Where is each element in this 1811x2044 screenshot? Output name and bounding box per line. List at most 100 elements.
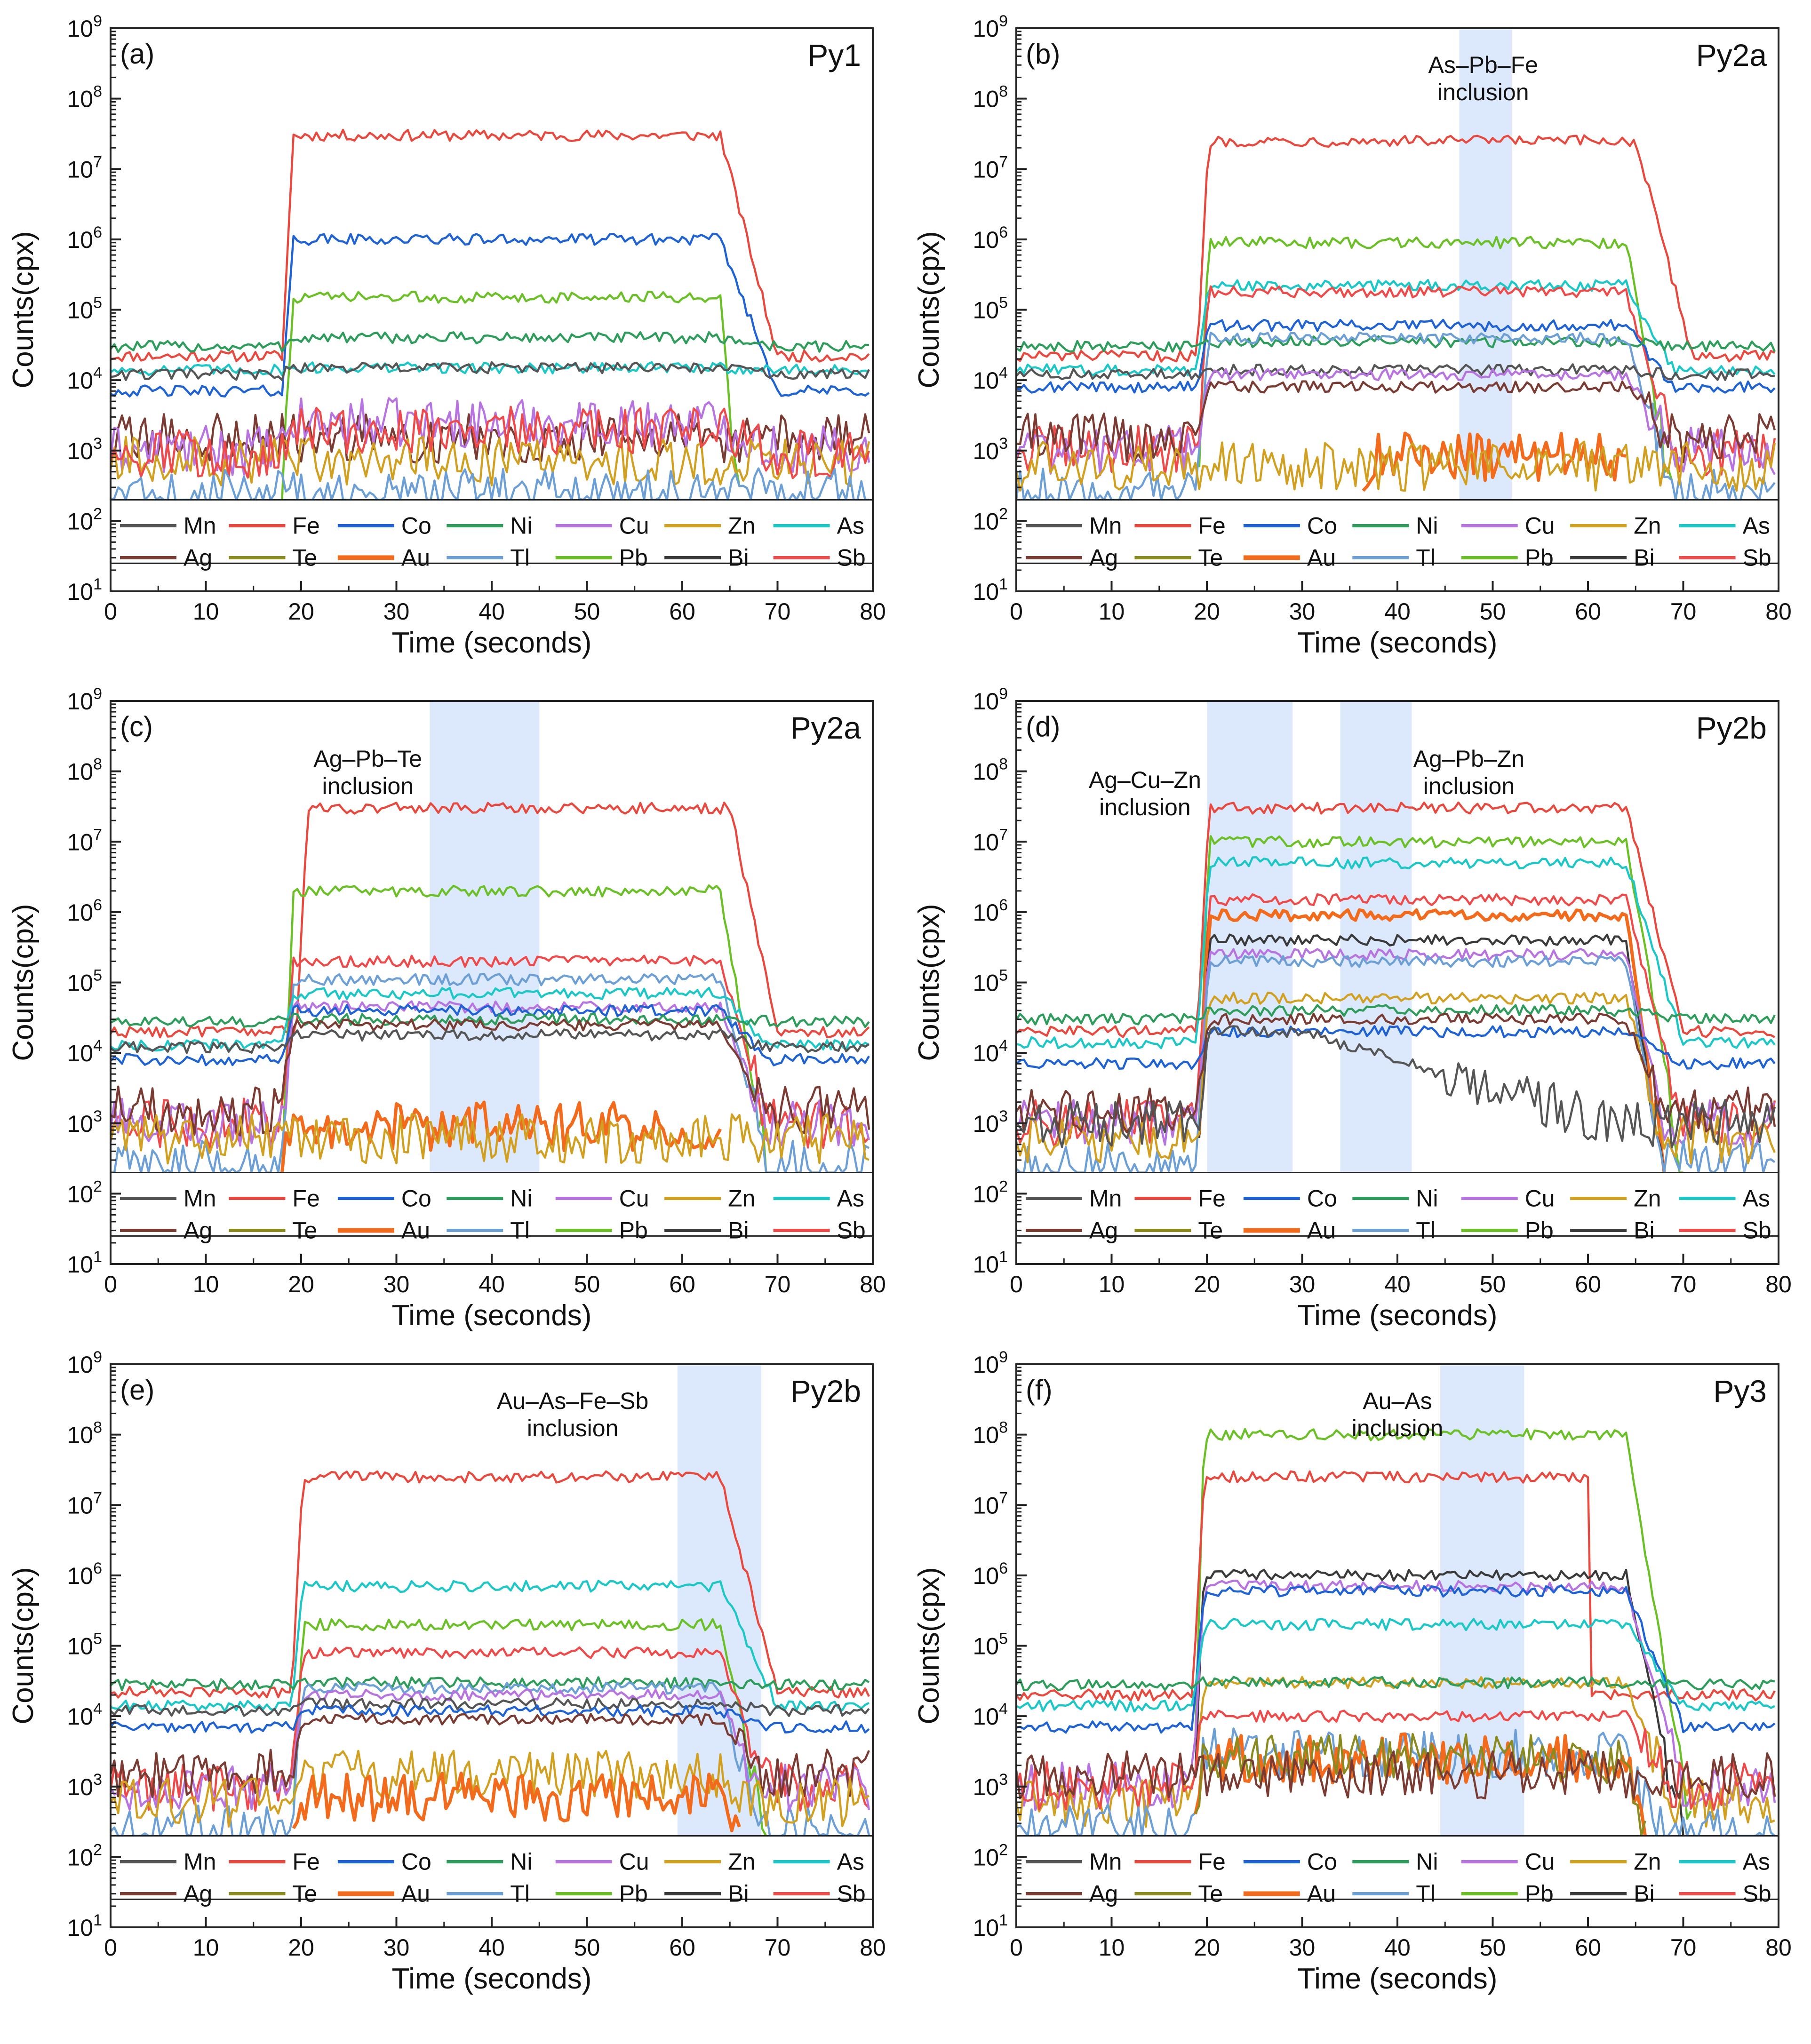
legend-label-as: As — [1743, 1185, 1770, 1211]
y-tick-exponent: 5 — [999, 294, 1008, 312]
legend-label-pb: Pb — [619, 1880, 648, 1907]
x-tick-label: 80 — [1765, 598, 1792, 625]
x-tick-label: 30 — [1289, 1271, 1316, 1297]
legend-label-mn: Mn — [1089, 512, 1122, 539]
y-tick-base: 10 — [973, 1703, 999, 1730]
y-axis-label: Counts(cpx) — [7, 1567, 40, 1724]
y-tick-exponent: 5 — [93, 294, 102, 312]
y-axis-label: Counts(cpx) — [913, 1567, 945, 1724]
y-tick-base: 10 — [973, 1774, 999, 1800]
legend-label-mn: Mn — [183, 1185, 216, 1211]
legend-label-ag: Ag — [183, 1217, 212, 1243]
y-axis-label: Counts(cpx) — [913, 904, 945, 1061]
legend-label-te: Te — [292, 1217, 317, 1243]
y-tick-base: 10 — [67, 1774, 93, 1800]
panel-title: Py2a — [790, 710, 862, 745]
legend-label-zn: Zn — [728, 1848, 755, 1875]
panel-title: Py1 — [807, 38, 861, 72]
y-tick-exponent: 6 — [999, 896, 1008, 914]
y-tick-label: 106 — [67, 1559, 102, 1589]
y-tick-base: 10 — [67, 1703, 93, 1730]
series-line-co — [1016, 318, 1776, 394]
x-tick-label: 50 — [574, 1934, 600, 1961]
x-tick-label: 0 — [1010, 1934, 1023, 1961]
legend-label-co: Co — [1307, 512, 1337, 539]
y-tick-exponent: 5 — [93, 967, 102, 985]
series-line-co — [110, 1704, 870, 1734]
series-line-as — [110, 1580, 870, 1713]
legend-label-cu: Cu — [619, 512, 649, 539]
y-tick-base: 10 — [973, 1492, 999, 1519]
y-tick-exponent: 2 — [999, 505, 1008, 523]
series-line-ag — [1016, 380, 1776, 463]
x-tick-label: 60 — [669, 1271, 695, 1297]
y-tick-exponent: 6 — [999, 1559, 1008, 1577]
y-tick-base: 10 — [973, 156, 999, 183]
series-line-as — [110, 986, 870, 1052]
y-tick-exponent: 3 — [93, 435, 102, 453]
x-tick-label: 40 — [1384, 598, 1411, 625]
y-tick-base: 10 — [67, 1915, 93, 1941]
legend-label-co: Co — [401, 512, 431, 539]
legend-box — [110, 1171, 874, 1237]
y-tick-exponent: 9 — [999, 12, 1008, 30]
legend-label-bi: Bi — [728, 1880, 749, 1907]
x-tick-label: 70 — [1670, 1934, 1697, 1961]
panel-title: Py2a — [1696, 38, 1767, 72]
x-tick-label: 80 — [1765, 1934, 1792, 1961]
legend-box — [110, 1835, 874, 1900]
panel-title: Py3 — [1713, 1374, 1767, 1408]
x-tick-label: 10 — [193, 1271, 219, 1297]
x-tick-label: 80 — [1765, 1271, 1792, 1297]
x-tick-label: 0 — [1010, 598, 1023, 625]
x-tick-label: 70 — [765, 1934, 791, 1961]
x-tick-label: 30 — [383, 1934, 410, 1961]
y-tick-label: 102 — [67, 505, 102, 534]
y-tick-label: 104 — [973, 1700, 1008, 1730]
y-tick-label: 108 — [973, 83, 1008, 112]
y-tick-exponent: 4 — [93, 364, 102, 382]
y-tick-exponent: 8 — [93, 1419, 102, 1437]
inclusion-label-sub: inclusion — [1423, 773, 1515, 799]
legend-label-bi: Bi — [728, 544, 749, 571]
y-tick-label: 107 — [67, 1489, 102, 1519]
y-tick-label: 106 — [67, 223, 102, 253]
y-tick-label: 102 — [67, 1177, 102, 1207]
x-axis-label: Time (seconds) — [392, 1299, 592, 1332]
y-tick-base: 10 — [67, 297, 93, 324]
y-tick-exponent: 1 — [93, 1248, 102, 1266]
legend-label-pb: Pb — [1525, 544, 1554, 571]
y-tick-exponent: 3 — [93, 1771, 102, 1789]
y-tick-exponent: 3 — [999, 1107, 1008, 1125]
legend-label-zn: Zn — [1634, 1848, 1661, 1875]
y-tick-base: 10 — [973, 1844, 999, 1870]
y-tick-base: 10 — [67, 829, 93, 855]
series-line-co — [110, 1003, 870, 1066]
x-tick-label: 80 — [860, 598, 886, 625]
y-tick-label: 104 — [973, 364, 1008, 394]
y-tick-base: 10 — [67, 1633, 93, 1660]
series-line-co — [1016, 1584, 1776, 1734]
y-tick-label: 102 — [973, 1841, 1008, 1870]
panel-letter: (e) — [120, 1374, 154, 1406]
legend-label-as: As — [837, 512, 864, 539]
inclusion-label-sub: inclusion — [1099, 794, 1191, 820]
series-line-bi — [1198, 933, 1666, 1173]
y-tick-base: 10 — [973, 759, 999, 785]
y-tick-label: 108 — [973, 756, 1008, 785]
legend-label-co: Co — [1307, 1185, 1337, 1211]
y-tick-exponent: 9 — [93, 685, 102, 703]
legend-label-te: Te — [1198, 1880, 1223, 1907]
x-tick-label: 40 — [479, 598, 505, 625]
y-tick-exponent: 8 — [999, 1419, 1008, 1437]
series-line-mn — [1015, 363, 1775, 381]
series-line-au — [292, 1771, 741, 1832]
y-tick-base: 10 — [67, 1492, 93, 1519]
y-tick-label: 107 — [973, 153, 1008, 183]
y-tick-base: 10 — [67, 1352, 93, 1378]
series-line-pb — [292, 1618, 767, 1837]
legend-label-as: As — [1743, 1848, 1770, 1875]
